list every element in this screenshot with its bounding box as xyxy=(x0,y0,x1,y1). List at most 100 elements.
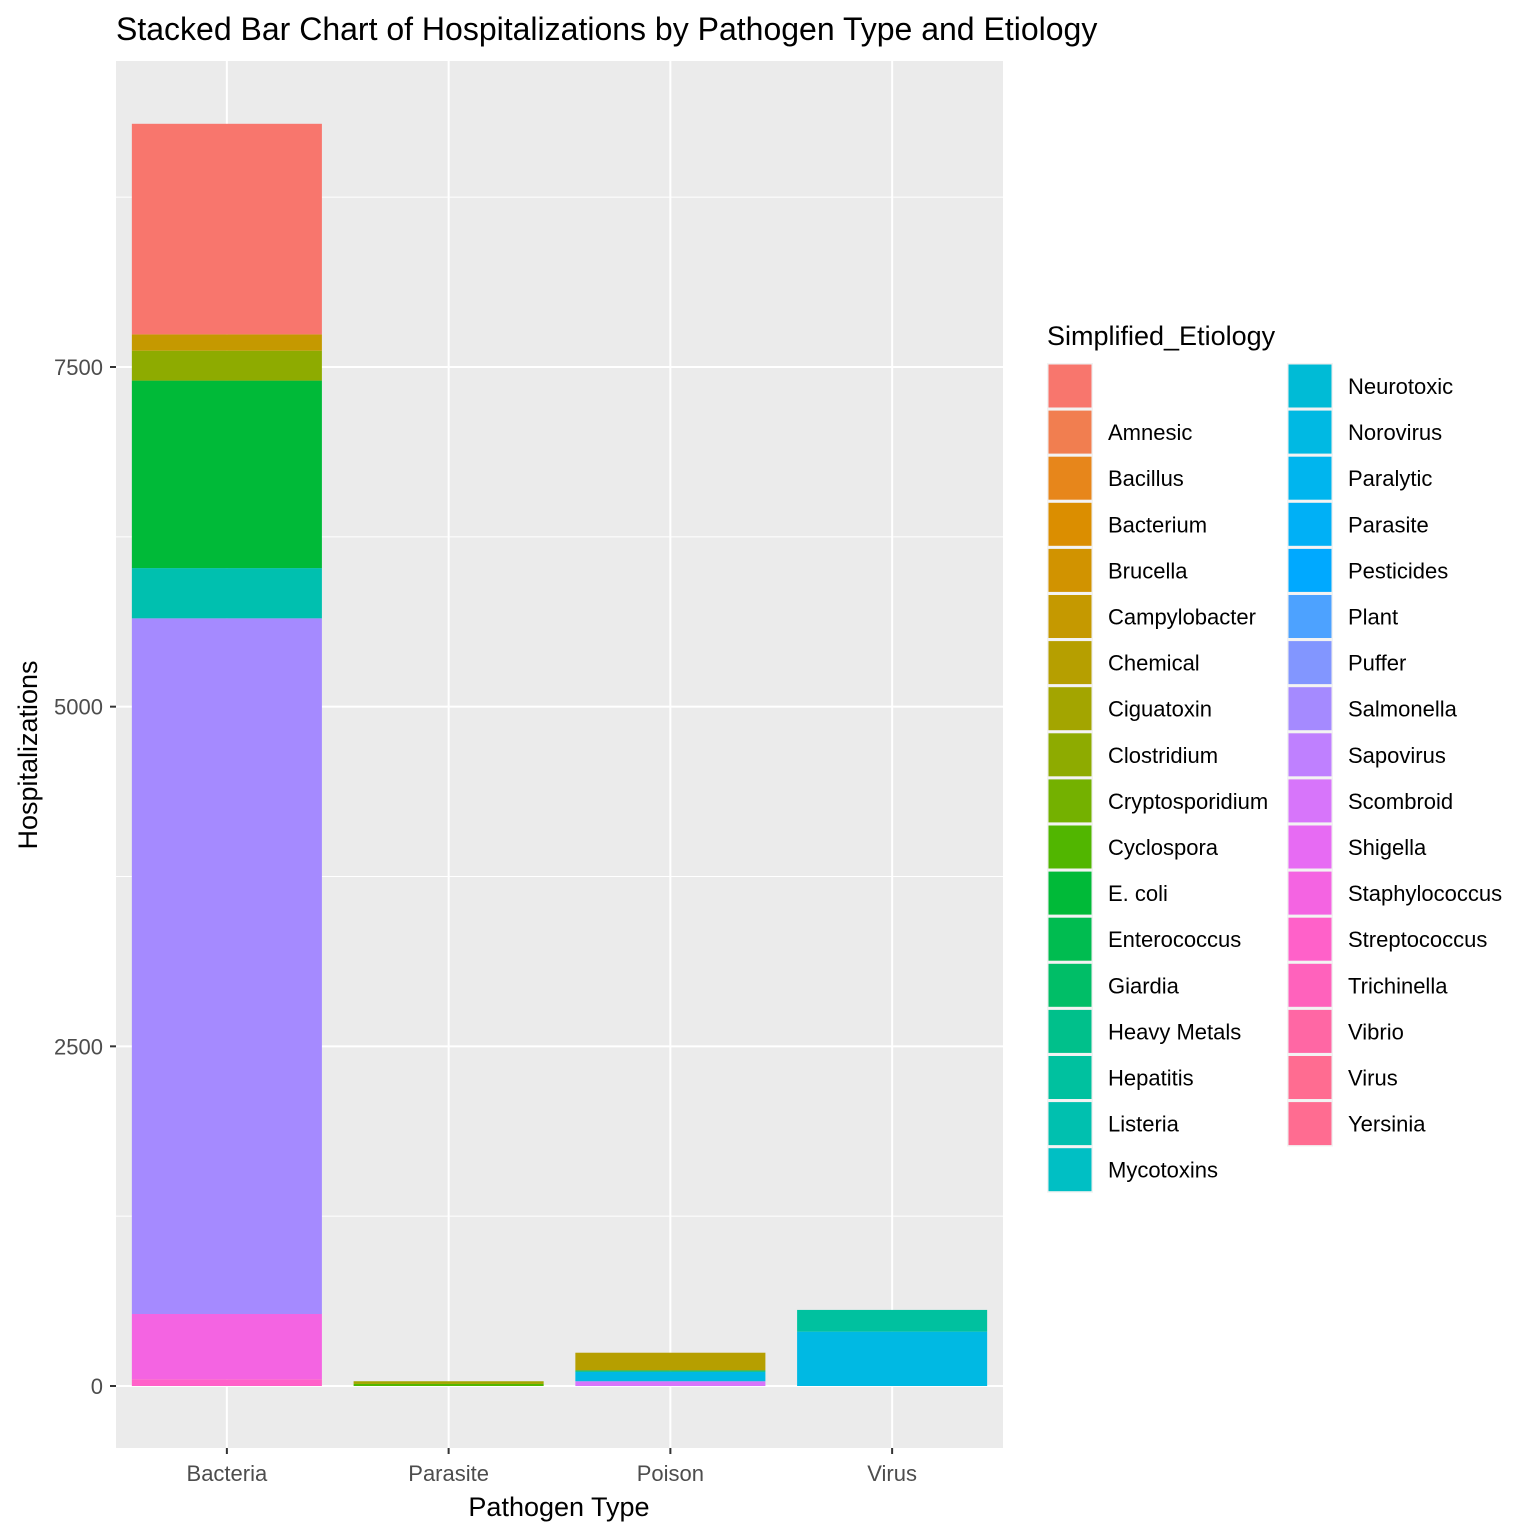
legend-swatch xyxy=(1288,779,1332,823)
legend-swatch xyxy=(1288,641,1332,685)
legend-swatch xyxy=(1048,1102,1092,1146)
legend-label: Sapovirus xyxy=(1348,743,1446,768)
legend-label: Parasite xyxy=(1348,512,1429,537)
legend-swatch xyxy=(1288,364,1332,408)
legend-swatch xyxy=(1048,871,1092,915)
legend-swatch xyxy=(1288,1102,1332,1146)
legend-label: Hepatitis xyxy=(1108,1066,1194,1091)
legend-label: Plant xyxy=(1348,605,1398,630)
bar-segment xyxy=(131,123,322,335)
legend-label: Enterococcus xyxy=(1108,927,1241,952)
legend-label: Mycotoxins xyxy=(1108,1158,1218,1183)
bar-segment xyxy=(575,1352,766,1371)
legend-title: Simplified_Etiology xyxy=(1047,321,1276,351)
legend-swatch xyxy=(1288,733,1332,777)
bar-segment xyxy=(575,1381,766,1386)
x-tick-label: Poison xyxy=(637,1461,704,1486)
legend-label: Shigella xyxy=(1348,835,1427,860)
bar-segment xyxy=(353,1381,544,1384)
bar-segment xyxy=(575,1371,766,1382)
legend-label: Vibrio xyxy=(1348,1019,1404,1044)
legend-label: E. coli xyxy=(1108,881,1168,906)
y-axis-title: Hospitalizations xyxy=(13,660,43,849)
bar-segment xyxy=(797,1309,988,1332)
x-tick-label: Parasite xyxy=(408,1461,489,1486)
legend: Amnesic Bacillus Bacterium Brucella Campylob… xyxy=(1047,363,1502,1193)
legend-label: Chemical xyxy=(1108,651,1200,676)
legend-swatch xyxy=(1288,456,1332,500)
legend-swatch xyxy=(1048,456,1092,500)
legend-label: Yersinia xyxy=(1348,1112,1426,1137)
legend-label: Trichinella xyxy=(1348,973,1448,998)
legend-swatch xyxy=(1288,1009,1332,1053)
legend-label: Scombroid xyxy=(1348,789,1453,814)
y-tick-label: 0 xyxy=(91,1374,103,1399)
legend-swatch xyxy=(1048,641,1092,685)
legend-label: Bacterium xyxy=(1108,512,1207,537)
legend-swatch xyxy=(1048,917,1092,961)
legend-label: Cryptosporidium xyxy=(1108,789,1268,814)
legend-swatch xyxy=(1288,687,1332,731)
legend-label: Campylobacter xyxy=(1108,605,1256,630)
legend-label: Staphylococcus xyxy=(1348,881,1502,906)
legend-label: Norovirus xyxy=(1348,420,1442,445)
legend-swatch xyxy=(1048,410,1092,454)
legend-label: Virus xyxy=(1348,1066,1398,1091)
legend-swatch xyxy=(1048,963,1092,1007)
legend-label: Bacillus xyxy=(1108,466,1184,491)
legend-label: Salmonella xyxy=(1348,697,1458,722)
legend-swatch xyxy=(1048,825,1092,869)
chart-title: Stacked Bar Chart of Hospitalizations by… xyxy=(116,11,1097,47)
legend-label: Ciguatoxin xyxy=(1108,697,1212,722)
legend-swatch xyxy=(1288,825,1332,869)
y-tick-label: 5000 xyxy=(54,695,103,720)
legend-swatch xyxy=(1288,871,1332,915)
legend-swatch xyxy=(1048,1148,1092,1192)
legend-label: Brucella xyxy=(1108,558,1188,583)
legend-swatch xyxy=(1048,733,1092,777)
legend-swatch xyxy=(1288,917,1332,961)
legend-label: Amnesic xyxy=(1108,420,1192,445)
bar-segment xyxy=(131,568,322,619)
legend-swatch xyxy=(1288,595,1332,638)
bar-segment xyxy=(131,618,322,1314)
bar-segment xyxy=(575,1370,766,1372)
x-tick-label: Virus xyxy=(867,1461,917,1486)
legend-label: Giardia xyxy=(1108,973,1180,998)
legend-swatch xyxy=(1288,502,1332,546)
legend-label: Cyclospora xyxy=(1108,835,1219,860)
legend-swatch xyxy=(1048,779,1092,823)
legend-label: Listeria xyxy=(1108,1112,1180,1137)
legend-label: Pesticides xyxy=(1348,558,1448,583)
legend-swatch xyxy=(1048,1056,1092,1099)
legend-label: Heavy Metals xyxy=(1108,1019,1241,1044)
legend-label: Puffer xyxy=(1348,651,1406,676)
y-axis: 0 2500 5000 7500 xyxy=(54,355,116,1399)
legend-label: Neurotoxic xyxy=(1348,374,1453,399)
legend-swatch xyxy=(1048,548,1092,592)
y-tick-label: 7500 xyxy=(54,355,103,380)
legend-swatch xyxy=(1048,595,1092,638)
bar-segment xyxy=(797,1331,988,1386)
legend-swatch xyxy=(1288,1056,1332,1099)
x-axis-title: Pathogen Type xyxy=(468,1492,649,1522)
y-tick-label: 2500 xyxy=(54,1034,103,1059)
legend-swatch xyxy=(1048,687,1092,731)
bar-segment xyxy=(131,334,322,351)
legend-label: Streptococcus xyxy=(1348,927,1487,952)
legend-swatch xyxy=(1288,548,1332,592)
x-axis: Bacteria Parasite Poison Virus xyxy=(187,1448,917,1486)
bar-segment xyxy=(353,1383,544,1386)
legend-label: Paralytic xyxy=(1348,466,1432,491)
bar-segment xyxy=(131,1379,322,1386)
legend-label: Clostridium xyxy=(1108,743,1218,768)
legend-swatch xyxy=(1288,410,1332,454)
legend-swatch xyxy=(1288,963,1332,1007)
bar-segment xyxy=(131,350,322,381)
bars xyxy=(131,123,988,1386)
bar-segment xyxy=(131,380,322,569)
bar-segment xyxy=(131,1313,322,1380)
legend-swatch xyxy=(1048,364,1092,408)
legend-swatch xyxy=(1048,502,1092,546)
